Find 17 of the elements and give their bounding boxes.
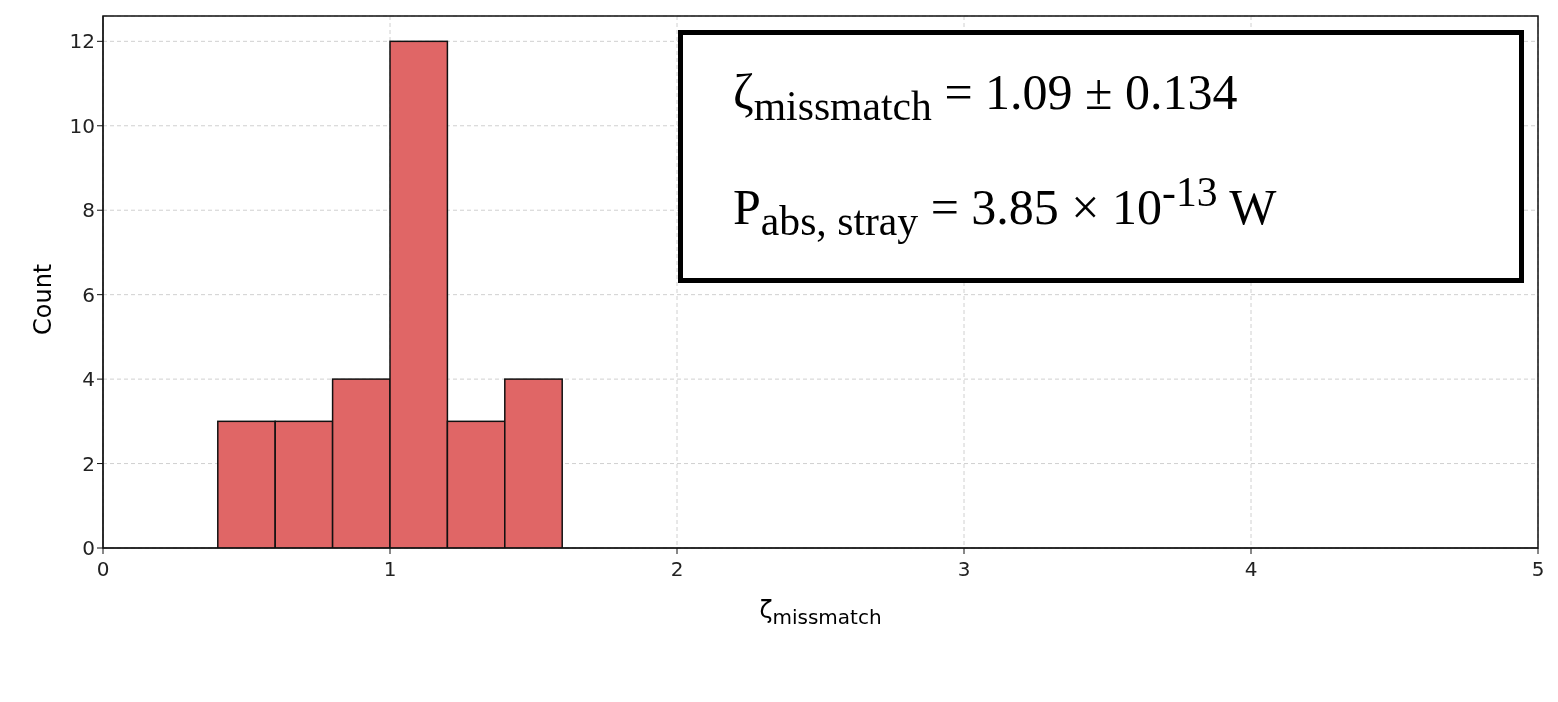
- x-tick-label: 2: [670, 557, 684, 582]
- x-tick-label: 4: [1244, 557, 1258, 582]
- y-tick-label: 8: [82, 198, 95, 223]
- y-tick-label: 0: [82, 536, 95, 561]
- x-tick-label: 3: [957, 557, 971, 582]
- note-box: ζ$_{missmatch}$ = 1.09 ± 0.134 P$_{abs, stray}$ = 3.85 × 10$^{-13}$ W: [678, 30, 1524, 283]
- y-tick-label: 2: [82, 451, 95, 476]
- y-tick-label: 10: [69, 113, 95, 138]
- y-tick-label: 4: [82, 367, 95, 392]
- x-axis-title: ζ$_{missmatch}$: [758, 596, 883, 629]
- x-tick-label: 1: [383, 557, 397, 582]
- y-tick-label: 6: [82, 282, 95, 307]
- annotation: P$_{abs, stray}$ = 3.85 × 10$^{-13}$ W: [733, 168, 1278, 246]
- y-tick-label: 12: [69, 29, 95, 54]
- y-axis-title: Count: [29, 263, 57, 335]
- annotation: ζ$_{missmatch}$ = 1.09 ± 0.134: [733, 63, 1239, 131]
- x-tick-label: 5: [1531, 557, 1545, 582]
